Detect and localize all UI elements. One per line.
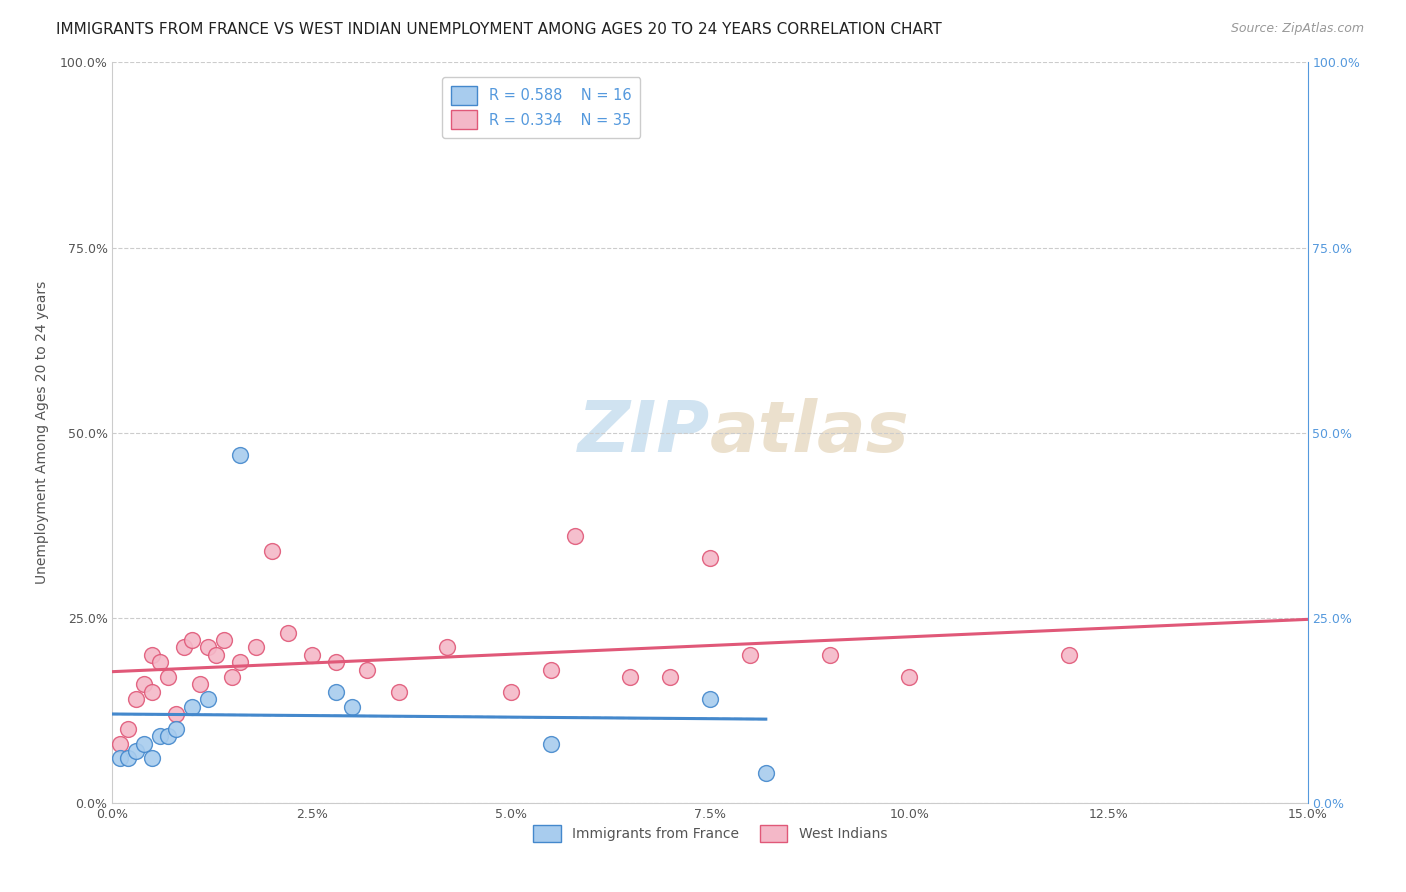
Y-axis label: Unemployment Among Ages 20 to 24 years: Unemployment Among Ages 20 to 24 years: [35, 281, 49, 584]
Point: [229, 655, 252, 669]
Point: [117, 722, 139, 736]
Point: [117, 751, 139, 765]
Point: [165, 706, 187, 721]
Point: [149, 655, 172, 669]
Point: [197, 640, 219, 655]
Point: [356, 663, 378, 677]
Point: [340, 699, 363, 714]
Point: [157, 670, 180, 684]
Point: [181, 632, 204, 647]
Legend: Immigrants from France, West Indians: Immigrants from France, West Indians: [527, 820, 893, 847]
Point: [157, 729, 180, 743]
Point: [110, 737, 132, 751]
Point: [436, 640, 458, 655]
Point: [141, 648, 163, 662]
Point: [325, 655, 347, 669]
Point: [141, 751, 163, 765]
Point: [619, 670, 641, 684]
Point: [499, 685, 522, 699]
Point: [564, 529, 586, 543]
Point: [212, 632, 235, 647]
Point: [818, 648, 841, 662]
Point: [173, 640, 195, 655]
Point: [134, 677, 156, 691]
Text: Source: ZipAtlas.com: Source: ZipAtlas.com: [1230, 22, 1364, 36]
Point: [229, 448, 252, 462]
Point: [699, 692, 721, 706]
Point: [540, 737, 562, 751]
Point: [738, 648, 761, 662]
Point: [197, 692, 219, 706]
Point: [325, 685, 347, 699]
Point: [181, 699, 204, 714]
Text: ZIP: ZIP: [578, 398, 710, 467]
Point: [221, 670, 243, 684]
Point: [659, 670, 682, 684]
Text: IMMIGRANTS FROM FRANCE VS WEST INDIAN UNEMPLOYMENT AMONG AGES 20 TO 24 YEARS COR: IMMIGRANTS FROM FRANCE VS WEST INDIAN UN…: [56, 22, 942, 37]
Point: [125, 692, 148, 706]
Point: [110, 751, 132, 765]
Point: [141, 685, 163, 699]
Point: [134, 737, 156, 751]
Point: [188, 677, 211, 691]
Point: [277, 625, 299, 640]
Point: [301, 648, 323, 662]
Text: atlas: atlas: [710, 398, 910, 467]
Point: [205, 648, 228, 662]
Point: [898, 670, 921, 684]
Point: [149, 729, 172, 743]
Point: [245, 640, 267, 655]
Point: [125, 744, 148, 758]
Point: [165, 722, 187, 736]
Point: [540, 663, 562, 677]
Point: [1057, 648, 1080, 662]
Point: [699, 551, 721, 566]
Point: [755, 766, 778, 780]
Point: [388, 685, 411, 699]
Point: [260, 544, 283, 558]
